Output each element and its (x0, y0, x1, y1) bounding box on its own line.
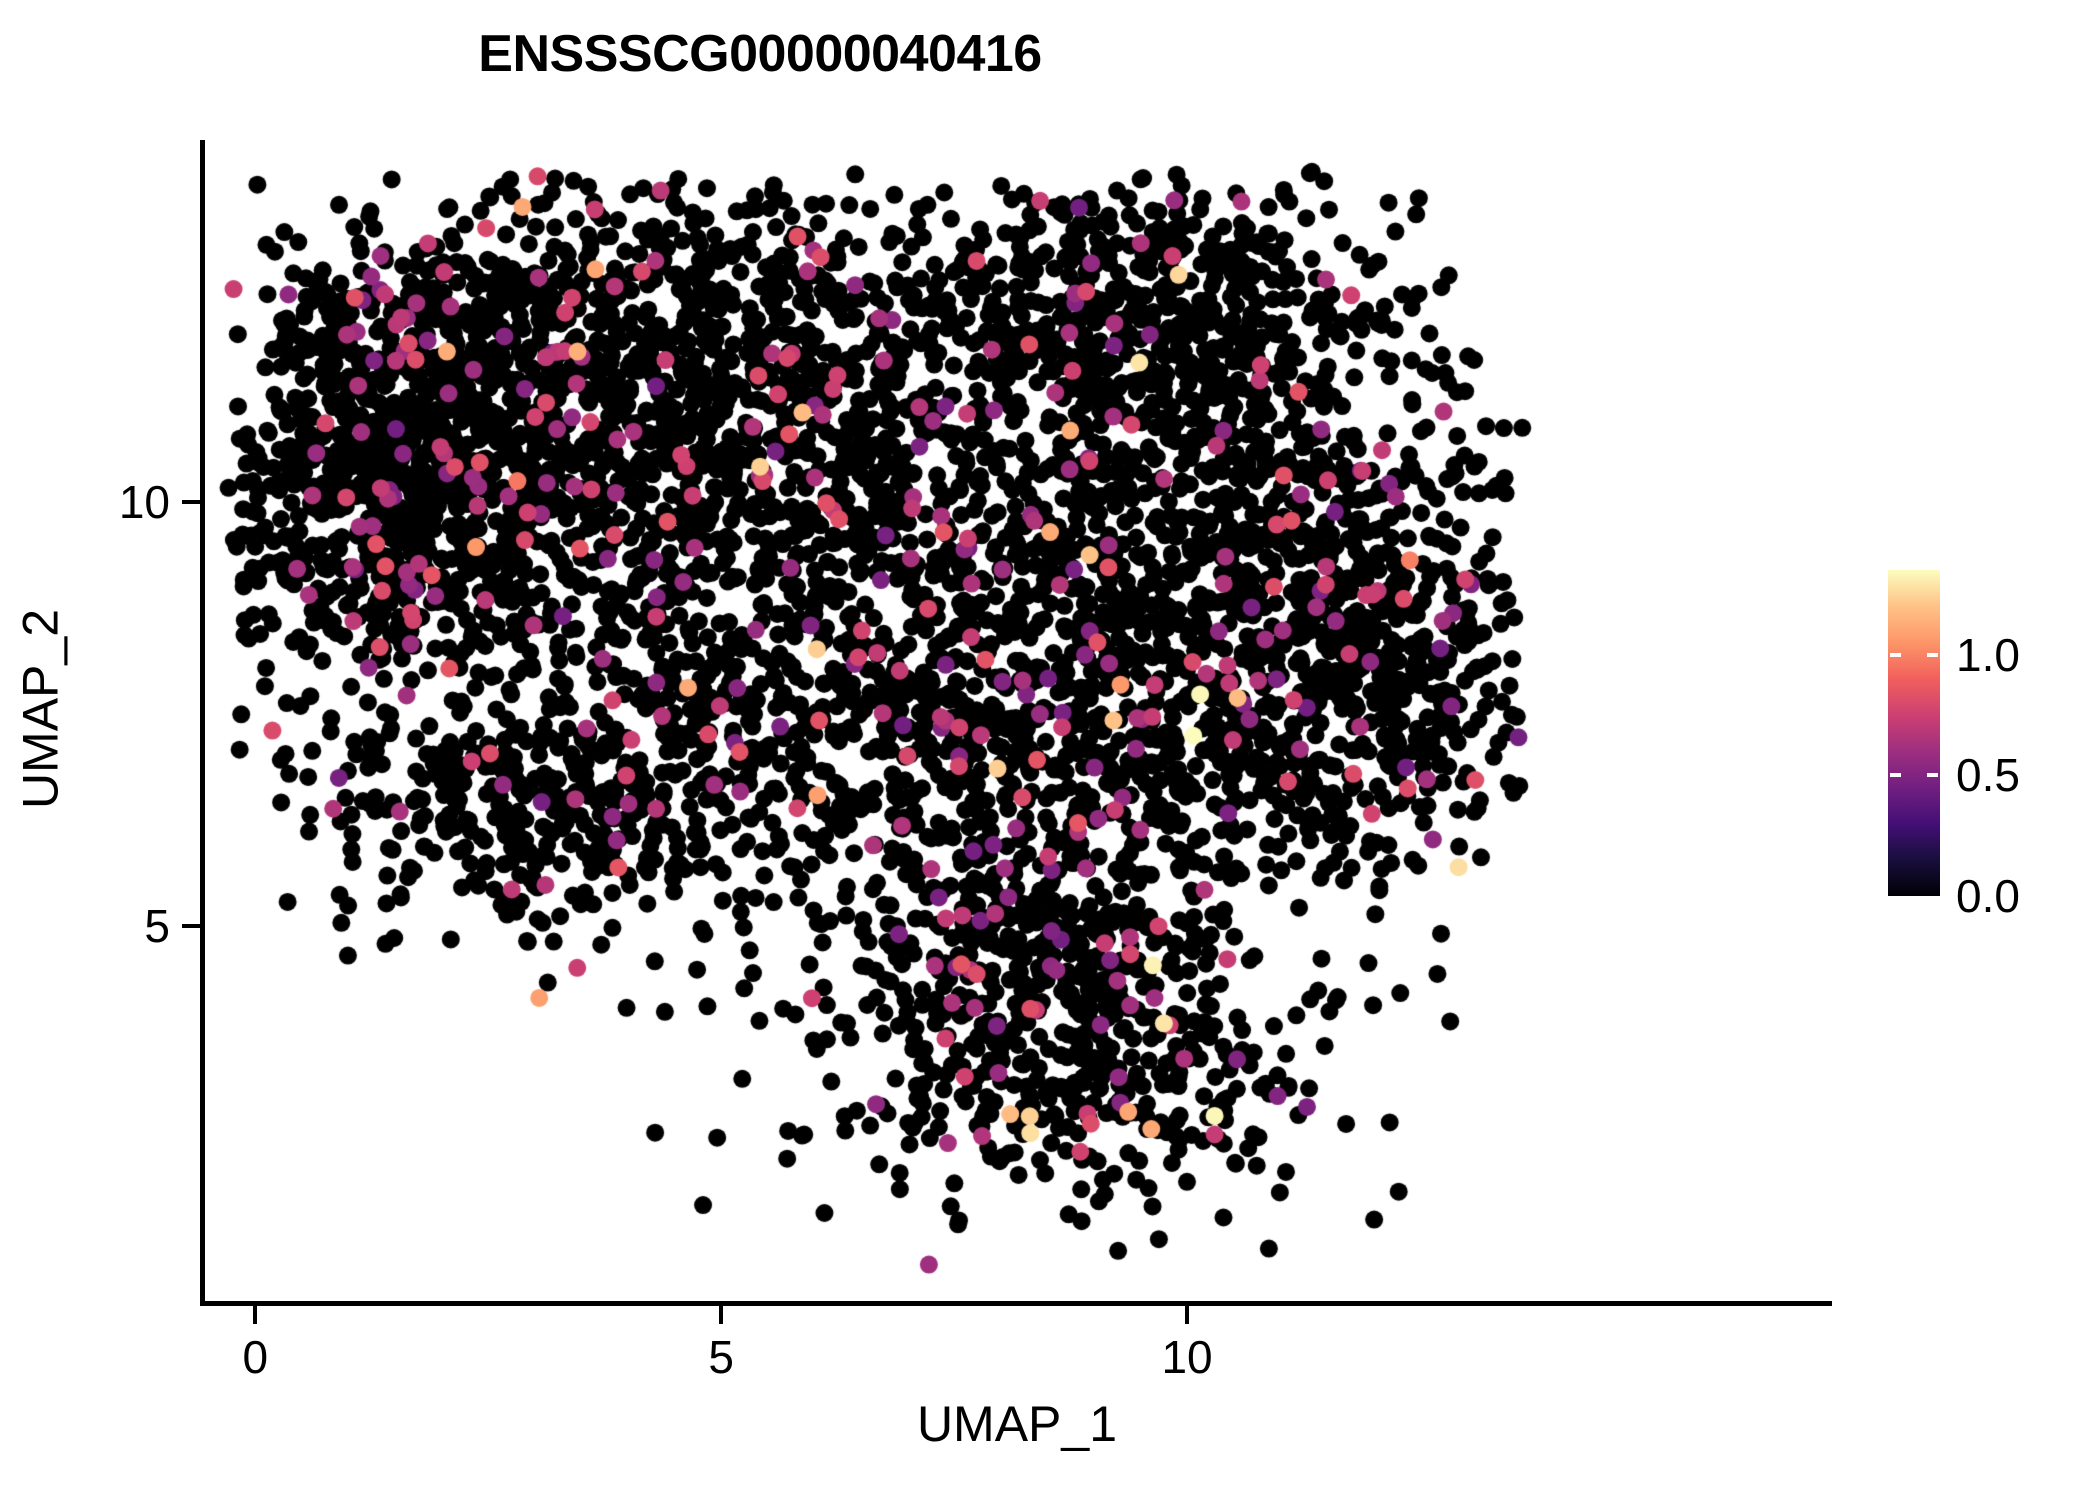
colorbar-tick-mark (1890, 652, 1901, 657)
colorbar-tick-mark (1927, 652, 1938, 657)
scatter-plot-canvas (204, 142, 1830, 1303)
y-tick-mark (182, 923, 200, 928)
y-tick-mark (182, 500, 200, 505)
colorbar-tick-label: 1.0 (1956, 628, 2020, 681)
colorbar-tick-label: 0.5 (1956, 749, 2020, 802)
colorbar-gradient (1888, 570, 1940, 896)
y-tick-label: 5 (144, 899, 170, 952)
x-tick-label: 10 (1161, 1331, 1213, 1383)
plot-panel (204, 142, 1830, 1303)
x-tick-mark (253, 1306, 258, 1324)
colorbar-tick-label: 0.0 (1956, 870, 2020, 922)
x-tick-mark (719, 1306, 724, 1324)
y-axis-line (200, 140, 205, 1306)
x-tick-label: 0 (242, 1331, 269, 1383)
x-axis-label: UMAP_1 (916, 1396, 1118, 1452)
colorbar-tick-mark (1927, 773, 1938, 778)
colorbar-legend: 1.0 0.5 0.0 (1888, 570, 2088, 922)
y-tick-label: 10 (118, 476, 170, 529)
page-title: ENSSSCG00000040416 (478, 25, 1042, 83)
y-axis-label: UMAP_2 (12, 608, 69, 810)
x-axis-line (200, 1301, 1832, 1306)
x-tick-mark (1185, 1306, 1190, 1324)
colorbar-tick-mark (1890, 773, 1901, 778)
x-tick-label: 5 (708, 1331, 734, 1383)
